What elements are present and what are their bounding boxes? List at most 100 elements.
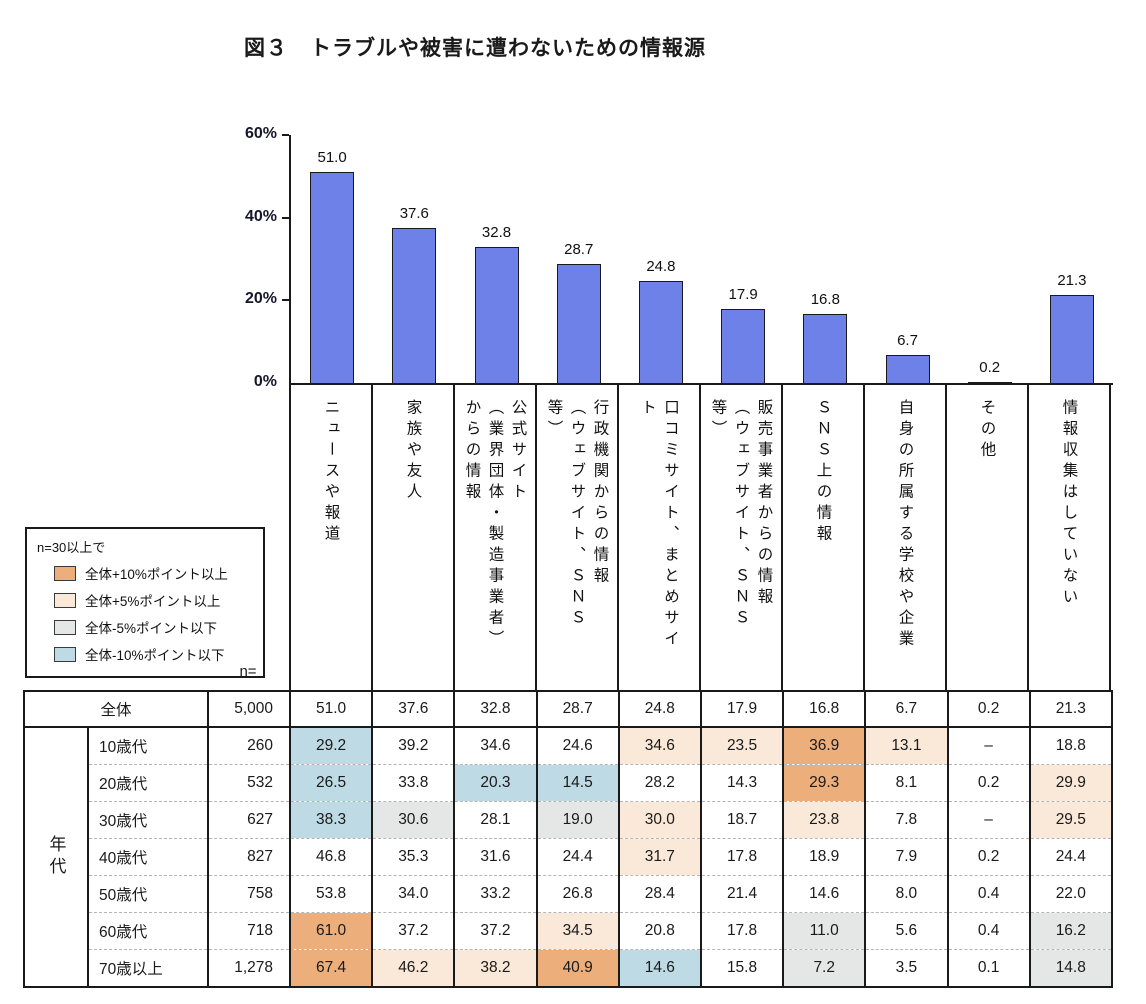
- bar-value-label: 51.0: [317, 149, 347, 167]
- bar-column: 51.0: [291, 135, 373, 383]
- value-cell: 34.0: [372, 875, 456, 913]
- value-cell: 23.8: [783, 801, 867, 839]
- value-cell: 17.9: [700, 691, 785, 728]
- value-cell: 14.8: [1029, 949, 1112, 987]
- value-cell: 29.2: [290, 727, 374, 765]
- row-n: 758: [208, 875, 291, 913]
- value-cell: 32.8: [454, 691, 538, 728]
- bar-column: 21.3: [1031, 135, 1113, 383]
- value-cell: 26.5: [290, 764, 374, 802]
- category-box: 販売事業者からの情報 （ウェブサイト、ＳＮＳ 等）: [701, 385, 783, 690]
- y-tick-mark: [282, 216, 289, 219]
- value-cell: –: [947, 801, 1031, 839]
- bar-value-label: 6.7: [897, 332, 918, 350]
- value-cell: 8.0: [865, 875, 949, 913]
- value-cell: 21.4: [700, 875, 785, 913]
- value-cell: 21.3: [1029, 691, 1112, 728]
- row-label: 40歳代: [88, 838, 209, 876]
- bar: [967, 381, 1012, 383]
- value-cell: 29.3: [783, 764, 867, 802]
- value-cell: 6.7: [865, 691, 949, 728]
- value-cell: 16.2: [1029, 912, 1112, 950]
- row-n: 1,278: [208, 949, 291, 987]
- y-tick-label: 40%: [244, 207, 277, 225]
- value-cell: 3.5: [865, 949, 949, 987]
- row-label: 20歳代: [88, 764, 209, 802]
- category-box: 家族や友人: [373, 385, 455, 690]
- value-cell: 0.4: [947, 875, 1031, 913]
- category-label: ＳＮＳ上の情報: [814, 399, 832, 546]
- legend-item: 全体-10%ポイント以下: [54, 644, 253, 664]
- bar: [474, 247, 519, 383]
- legend-intro: n=30以上で: [37, 540, 106, 555]
- value-cell: 28.7: [536, 691, 620, 728]
- value-cell: 14.3: [700, 764, 785, 802]
- age-row: 40歳代 827 46.8 35.3 31.6 24.4 31.7 17.8 18.9 7.9 0.…: [24, 838, 1112, 876]
- value-cell: 14.6: [618, 949, 702, 987]
- row-label: 30歳代: [88, 801, 209, 839]
- value-cell: 40.9: [536, 949, 620, 987]
- bar-value-label: 28.7: [564, 241, 594, 259]
- value-cell: 33.8: [372, 764, 456, 802]
- value-cell: 51.0: [290, 691, 374, 728]
- value-cell: 22.0: [1029, 875, 1112, 913]
- n-equals-label: n=: [239, 663, 257, 680]
- bar-value-label: 0.2: [979, 358, 1001, 376]
- bar-value-label: 21.3: [1057, 271, 1087, 289]
- value-cell: 11.0: [783, 912, 867, 950]
- value-cell: 16.8: [783, 691, 867, 728]
- age-row: 30歳代 627 38.3 30.6 28.1 19.0 30.0 18.7 23.8 7.8–2…: [24, 801, 1112, 839]
- value-cell: 53.8: [290, 875, 374, 913]
- value-cell: 7.2: [783, 949, 867, 987]
- category-label: 販売事業者からの情報 （ウェブサイト、ＳＮＳ 等）: [709, 399, 773, 630]
- row-label: 60歳代: [88, 912, 209, 950]
- category-label: その他: [978, 399, 996, 462]
- y-tick-label: 60%: [244, 125, 277, 142]
- value-cell: 5.6: [865, 912, 949, 950]
- category-label-row: ニュースや報道 家族や友人 公式サイト （業界団体・製造事業者） からの情報 行政機関…: [289, 385, 1111, 690]
- bar-column: 0.2: [949, 135, 1031, 383]
- value-cell: 0.2: [947, 691, 1031, 728]
- bar-value-label: 16.8: [810, 290, 840, 308]
- value-cell: 20.3: [454, 764, 538, 802]
- value-cell: 15.8: [700, 949, 785, 987]
- value-cell: 34.6: [618, 727, 702, 765]
- value-cell: 26.8: [536, 875, 620, 913]
- bar: [803, 313, 848, 383]
- value-cell: 7.9: [865, 838, 949, 876]
- category-box: ＳＮＳ上の情報: [783, 385, 865, 690]
- category-label: 公式サイト （業界団体・製造事業者） からの情報: [463, 399, 527, 651]
- category-box: その他: [947, 385, 1029, 690]
- y-tick-mark: [282, 134, 289, 136]
- row-n: 532: [208, 764, 291, 802]
- value-cell: 30.6: [372, 801, 456, 839]
- category-box: 口コミサイト、まとめサイ ト: [619, 385, 701, 690]
- value-cell: 24.6: [536, 727, 620, 765]
- value-cell: 46.8: [290, 838, 374, 876]
- category-box: 自身の所属する学校や企業: [865, 385, 947, 690]
- value-cell: 14.6: [783, 875, 867, 913]
- row-n: 718: [208, 912, 291, 950]
- bar-column: 16.8: [784, 135, 866, 383]
- category-box: 情報収集はしていない: [1029, 385, 1111, 690]
- value-cell: 38.3: [290, 801, 374, 839]
- bar-value-label: 17.9: [728, 286, 758, 304]
- bar-column: 28.7: [538, 135, 620, 383]
- legend-item-label: 全体-10%ポイント以下: [85, 648, 225, 663]
- legend-box: n=30以上で 全体+10%ポイント以上 全体+5%ポイント以上 全体-5%ポイント…: [25, 527, 265, 678]
- value-cell: 46.2: [372, 949, 456, 987]
- bar-value-label: 37.6: [399, 204, 429, 222]
- overall-row: 全体 5,000 51.0 37.6 32.8 28.7 24.8 17.9 16.8 6.7 0.…: [24, 691, 1112, 728]
- data-table: 全体 5,000 51.0 37.6 32.8 28.7 24.8 17.9 16.8 6.7 0.…: [23, 690, 1113, 988]
- value-cell: 24.4: [1029, 838, 1112, 876]
- value-cell: 37.2: [372, 912, 456, 950]
- bar: [885, 355, 930, 383]
- value-cell: 0.2: [947, 764, 1031, 802]
- value-cell: 17.8: [700, 838, 785, 876]
- row-label: 70歳以上: [88, 949, 209, 987]
- value-cell: 36.9: [783, 727, 867, 765]
- category-label: 家族や友人: [404, 399, 422, 504]
- value-cell: 0.1: [947, 949, 1031, 987]
- value-cell: 37.2: [454, 912, 538, 950]
- value-cell: 23.5: [700, 727, 785, 765]
